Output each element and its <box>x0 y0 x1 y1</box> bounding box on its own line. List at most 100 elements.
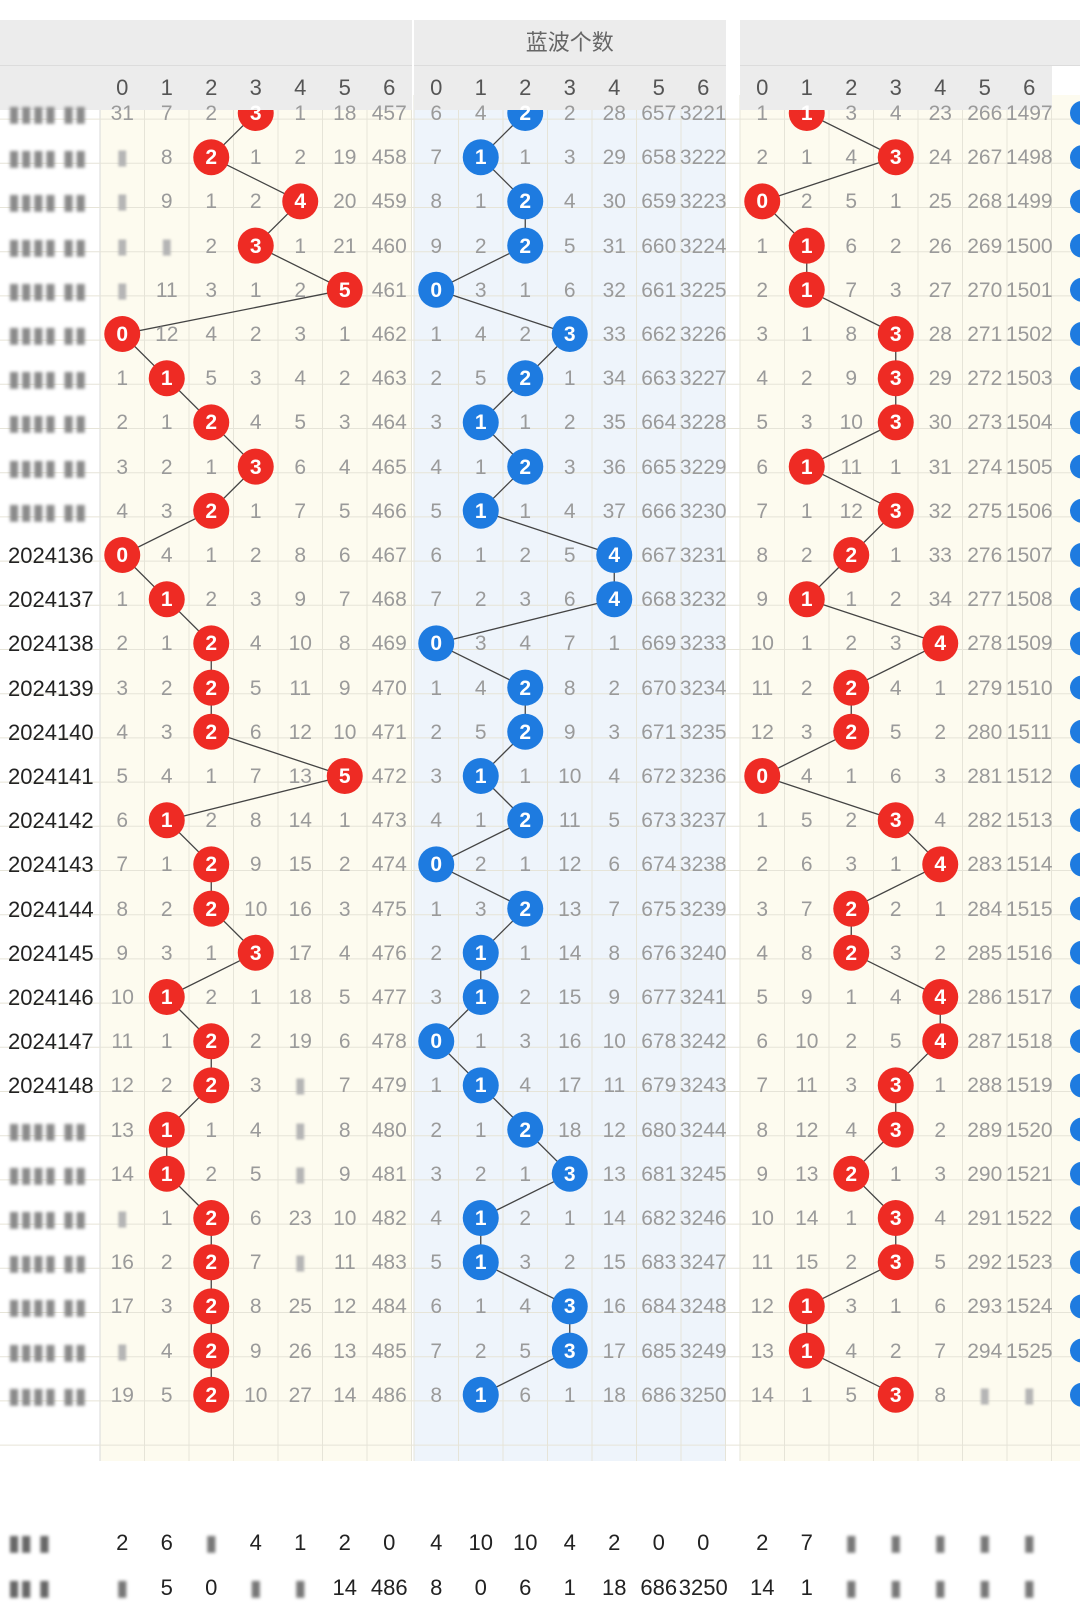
miss-count-cell: 2 <box>338 853 351 877</box>
miss-count-cell: 2 <box>160 897 173 921</box>
miss-count-cell: 15 <box>602 1251 626 1275</box>
edge-marker <box>1070 543 1080 567</box>
miss-count-cell: 4 <box>756 367 769 391</box>
miss-count-cell: 659 <box>641 190 677 214</box>
edge-marker <box>1070 852 1080 877</box>
miss-count-cell: 4 <box>116 720 129 744</box>
edge-marker <box>1070 808 1080 833</box>
miss-count-cell: 2 <box>934 941 947 965</box>
miss-count-cell: 29 <box>928 367 952 391</box>
miss-count-cell: 466 <box>371 499 407 523</box>
miss-count-cell: 682 <box>641 1207 677 1230</box>
miss-count-cell: 460 <box>371 234 407 258</box>
edge-marker <box>1070 764 1080 788</box>
stats-value: 1 <box>294 1530 307 1555</box>
row-label: ▮▮▮▮ ▮▮ <box>8 454 87 480</box>
miss-count-cell: 5 <box>563 544 576 567</box>
miss-count-cell: 2 <box>608 676 621 700</box>
ball-c: 2 <box>845 1162 858 1186</box>
ball-a: 2 <box>205 1207 218 1230</box>
miss-count-cell: 485 <box>371 1339 407 1363</box>
miss-count-cell: 5 <box>249 676 262 700</box>
ball-marker-c <box>788 1288 825 1325</box>
miss-count-cell: 4 <box>474 323 487 346</box>
miss-count-cell: ▮ <box>294 1074 307 1098</box>
miss-count-cell: 684 <box>641 1295 677 1319</box>
miss-count-cell: 7 <box>845 278 858 302</box>
miss-count-cell: 4 <box>249 1118 262 1142</box>
miss-count-cell: 13 <box>110 1118 134 1142</box>
miss-count-cell: 14 <box>110 1162 134 1186</box>
row-label: ▮▮▮▮ ▮▮ <box>8 101 87 126</box>
miss-count-cell: 9 <box>563 720 576 744</box>
row-label: ▮▮▮▮ ▮▮ <box>8 322 87 347</box>
miss-count-cell: 3 <box>474 632 487 656</box>
miss-count-cell: 284 <box>967 897 1003 921</box>
ball-c: 3 <box>889 1074 902 1098</box>
miss-count-cell: 276 <box>967 544 1003 567</box>
miss-count-cell: 483 <box>371 1251 407 1275</box>
miss-count-cell: 1 <box>845 588 858 612</box>
miss-count-cell: 279 <box>967 676 1003 700</box>
ball-marker-b <box>462 934 499 971</box>
miss-count-cell: 291 <box>967 1207 1003 1230</box>
miss-count-cell: 658 <box>641 146 677 170</box>
miss-count-cell: 1 <box>430 897 443 921</box>
ball-c: 1 <box>800 588 813 612</box>
miss-count-cell: 288 <box>967 1074 1003 1098</box>
column-header-c-1: 1 <box>784 66 829 110</box>
stats-value: 686 <box>640 1575 678 1600</box>
miss-count-cell: 33 <box>928 544 952 567</box>
miss-count-cell: 12 <box>155 323 179 346</box>
miss-count-cell: 17 <box>558 1074 582 1098</box>
miss-count-cell: 9 <box>294 588 307 612</box>
column-header-a-6: 6 <box>367 66 412 110</box>
miss-count-cell: 2 <box>116 411 129 435</box>
miss-count-cell: 8 <box>160 146 173 170</box>
miss-count-cell: 13 <box>750 1339 774 1363</box>
miss-count-cell: 6 <box>430 102 443 125</box>
ball-marker-b <box>462 1200 499 1236</box>
ball-marker-a <box>193 139 230 176</box>
trend-line-a <box>122 289 345 335</box>
miss-count-cell: 4 <box>474 102 487 125</box>
ball-marker-a <box>193 1200 230 1236</box>
miss-count-cell: 27 <box>928 278 952 302</box>
column-header-a-5: 5 <box>322 66 367 110</box>
column-header-a-2: 2 <box>189 66 234 110</box>
miss-count-cell: 484 <box>371 1295 407 1319</box>
miss-count-cell: 5 <box>889 720 902 744</box>
miss-count-cell: 2 <box>205 1162 218 1186</box>
row-label: ▮▮▮▮ ▮▮ <box>8 145 87 171</box>
ball-a: 2 <box>205 1251 218 1275</box>
group-c-bg <box>740 95 1080 1461</box>
miss-count-cell: 9 <box>800 986 813 1009</box>
miss-count-cell: 5 <box>934 1251 947 1275</box>
miss-count-cell: 661 <box>641 278 677 302</box>
miss-count-cell: 4 <box>249 632 262 656</box>
miss-count-cell: 9 <box>756 588 769 612</box>
miss-count-cell: 7 <box>249 1251 262 1275</box>
edge-marker <box>1070 233 1080 258</box>
miss-count-cell: 2 <box>338 367 351 391</box>
ball-marker-c <box>922 625 959 662</box>
ball-c: 3 <box>889 1251 902 1275</box>
edge-marker <box>1070 1161 1080 1186</box>
miss-count-cell: 3 <box>800 720 813 744</box>
ball-c: 1 <box>800 234 813 258</box>
ball-b: 1 <box>474 1383 487 1407</box>
miss-count-cell: 463 <box>371 367 407 391</box>
miss-count-cell: 10 <box>558 765 582 788</box>
miss-count-cell: 3 <box>160 941 173 965</box>
ball-marker-a <box>193 625 230 662</box>
trend-line-c <box>762 775 896 821</box>
miss-count-cell: 4 <box>160 765 173 788</box>
miss-count-cell: 9 <box>116 941 129 965</box>
stats-row-label: ▮▮ ▮ <box>8 1575 51 1600</box>
ball-marker-c <box>922 1023 959 1060</box>
row-label: 2024144 <box>8 896 94 922</box>
miss-count-cell: 1 <box>160 1207 173 1230</box>
miss-count-cell: 13 <box>558 897 582 921</box>
miss-count-cell: 1 <box>800 632 813 656</box>
miss-count-cell: 4 <box>845 146 858 170</box>
